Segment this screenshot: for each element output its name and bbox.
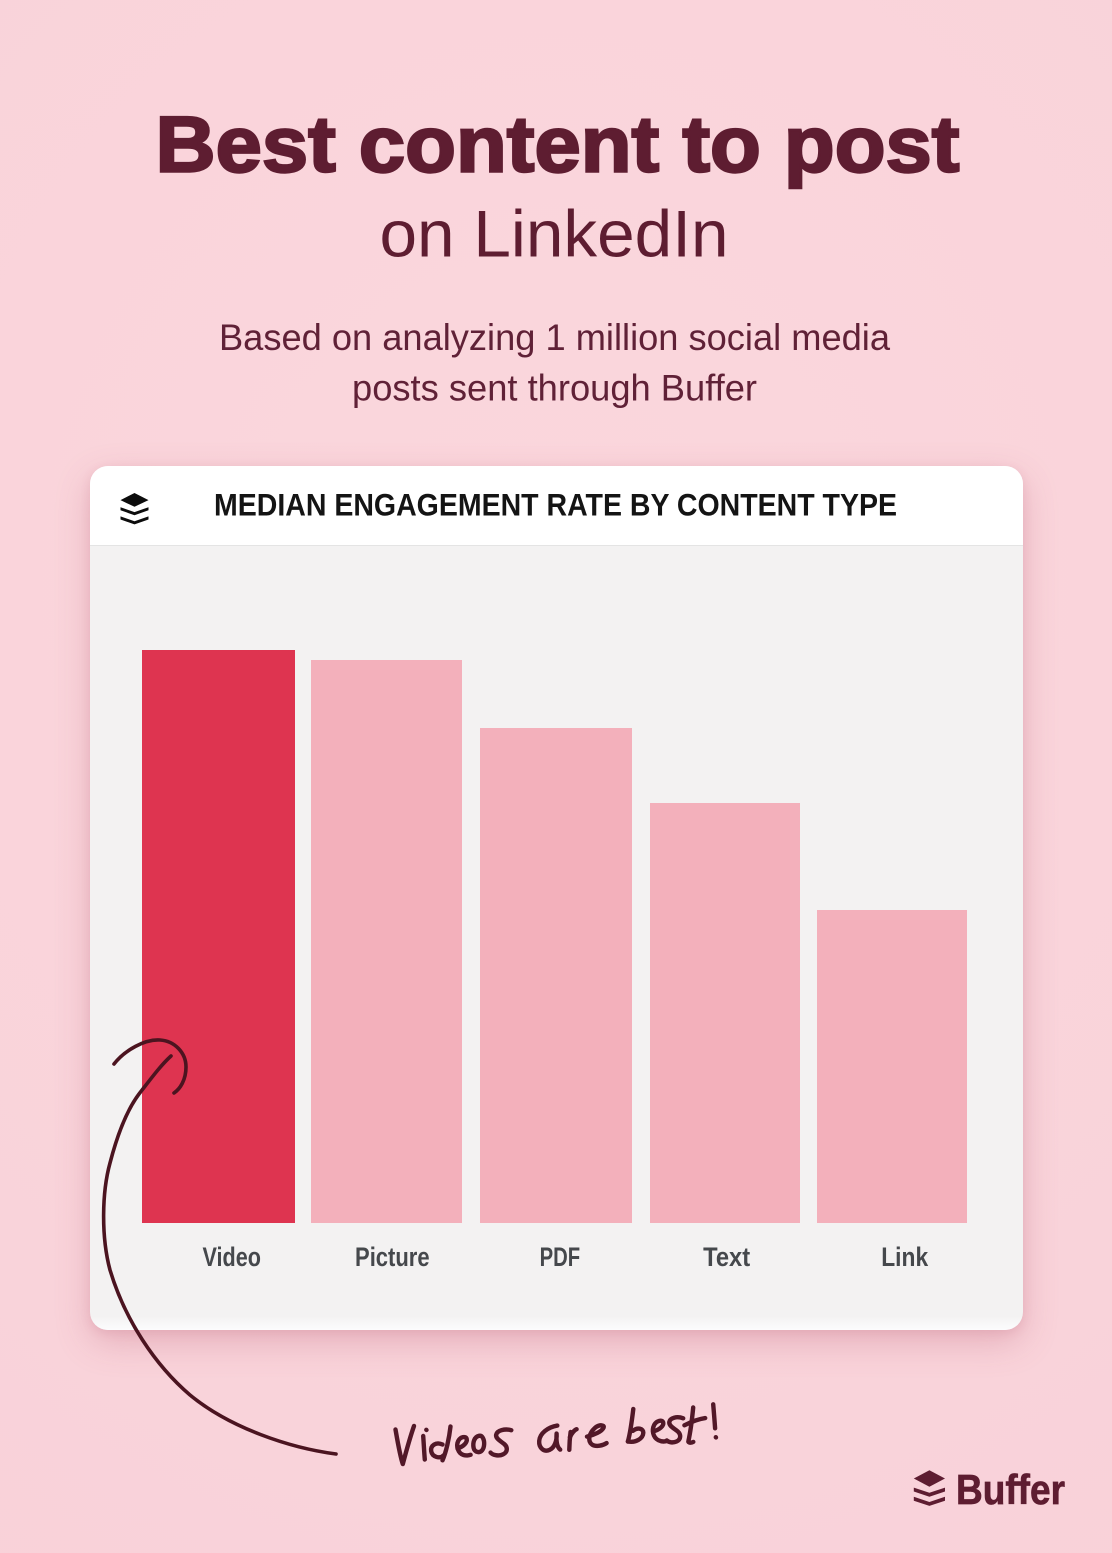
svg-text:Link: Link (881, 1242, 929, 1272)
svg-text:Picture: Picture (355, 1242, 430, 1272)
svg-text:Text: Text (703, 1242, 750, 1272)
svg-text:Best content to post: Best content to post (156, 100, 960, 189)
svg-text:Based on analyzing 1 million s: Based on analyzing 1 million social medi… (219, 316, 890, 358)
svg-text:posts sent through Buffer: posts sent through Buffer (352, 367, 757, 409)
svg-text:MEDIAN ENGAGEMENT RATE BY CONT: MEDIAN ENGAGEMENT RATE BY CONTENT TYPE (214, 487, 897, 523)
svg-text:on LinkedIn: on LinkedIn (380, 197, 729, 271)
svg-text:PDF: PDF (540, 1242, 581, 1272)
svg-text:Video: Video (203, 1242, 261, 1272)
svg-text:Buffer: Buffer (956, 1466, 1065, 1513)
